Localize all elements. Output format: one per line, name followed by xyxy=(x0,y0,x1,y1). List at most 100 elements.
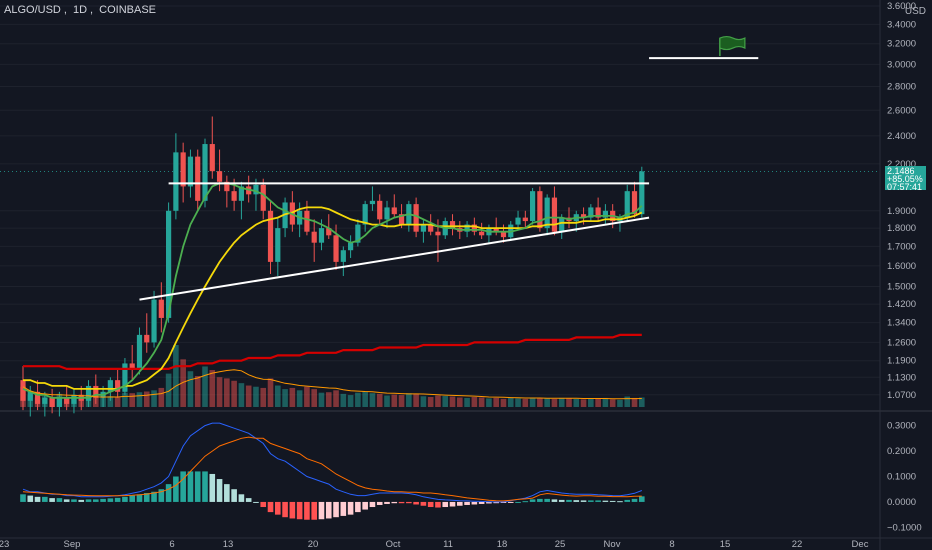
volume-bar xyxy=(151,390,157,407)
volume-bar xyxy=(173,345,179,407)
flag-icon xyxy=(719,35,746,57)
price-tick-label: 1.4200 xyxy=(887,299,916,310)
time-tick-label: 22 xyxy=(792,539,803,550)
candle-body xyxy=(115,380,121,392)
macd-tick-label: 0.3000 xyxy=(887,421,916,432)
price-tick-label: 2.4000 xyxy=(887,131,916,142)
interval: 1D xyxy=(72,4,88,16)
macd-histogram-bar xyxy=(602,500,609,502)
volume-bar xyxy=(282,389,288,407)
candle-body xyxy=(398,214,405,225)
ma-fast-line xyxy=(22,182,643,399)
macd-histogram-bar xyxy=(478,501,485,504)
macd-histogram-bar xyxy=(369,501,376,508)
volume-bar xyxy=(435,395,441,407)
macd-histogram-bar xyxy=(435,501,441,508)
volume-bar xyxy=(114,396,121,407)
macd-histogram-bar xyxy=(406,501,412,504)
macd-histogram-bar xyxy=(318,501,325,520)
macd-histogram-bar xyxy=(420,501,427,506)
price-tick-label: 1.7000 xyxy=(887,241,916,252)
candle-body xyxy=(624,191,630,218)
macd-histogram-bar xyxy=(537,498,543,502)
volume-bar xyxy=(639,397,645,407)
volume-bar xyxy=(427,396,434,407)
candle-body xyxy=(384,207,390,220)
candle-body xyxy=(311,231,317,243)
candle-body xyxy=(435,231,441,236)
price-tick-label: 3.2000 xyxy=(887,39,916,50)
candle-body xyxy=(362,204,368,225)
price-tick-label: 1.5000 xyxy=(887,282,916,293)
volume-bar xyxy=(493,397,499,407)
volume-bar xyxy=(551,398,558,407)
macd-histogram-bar xyxy=(449,501,456,507)
candle-body xyxy=(537,191,543,229)
macd-histogram-bar xyxy=(267,501,274,513)
symbol-header[interactable]: ALGO/USD, 1D, COINBASE xyxy=(4,4,159,16)
macd-histogram-bar xyxy=(631,498,638,502)
volume-bar xyxy=(406,393,412,407)
macd-histogram-bar xyxy=(333,501,339,518)
macd-histogram-bar xyxy=(311,501,317,520)
macd-histogram-bar xyxy=(136,494,143,502)
macd-histogram-bar xyxy=(27,495,34,502)
macd-histogram-bar xyxy=(143,493,150,502)
candle-body xyxy=(136,334,143,369)
macd-pane xyxy=(20,422,645,520)
triangle-lower-line xyxy=(139,216,650,301)
candle-body xyxy=(631,191,638,215)
candle-body xyxy=(238,186,244,201)
time-tick-label: 6 xyxy=(169,539,174,550)
macd-histogram-bar xyxy=(173,476,179,502)
candle-body xyxy=(253,184,259,195)
candle-body xyxy=(231,191,237,201)
time-tick-label: 25 xyxy=(555,539,566,550)
candle-body xyxy=(107,380,113,392)
volume-bar xyxy=(595,398,601,407)
time-tick-label: Dec xyxy=(852,539,869,550)
volume-bar xyxy=(260,387,267,407)
candle-body xyxy=(420,224,426,232)
volume-bar xyxy=(194,376,201,407)
macd-histogram-bar xyxy=(165,484,172,502)
last-price-value: 2.1486 xyxy=(887,166,915,176)
price-tick-label: 1.2600 xyxy=(887,337,916,348)
macd-histogram-bar xyxy=(398,501,405,504)
candle-body xyxy=(85,385,92,401)
candle-body xyxy=(340,250,346,262)
macd-histogram-bar xyxy=(238,494,245,502)
candle-body xyxy=(588,207,594,218)
volume-bar xyxy=(296,390,303,407)
macd-histogram-bar xyxy=(573,500,580,502)
macd-histogram-bar xyxy=(588,500,594,502)
volume-bar xyxy=(180,359,186,407)
last-price-change: +85.05% xyxy=(887,174,923,184)
candle-body xyxy=(413,204,419,232)
macd-histogram-bar xyxy=(107,498,114,502)
volume-bar xyxy=(500,398,507,407)
candle-body xyxy=(202,144,208,201)
candle-body xyxy=(209,144,215,172)
currency-label: USD xyxy=(904,6,926,17)
price-tick-label: 2.2000 xyxy=(887,159,916,170)
volume-bar xyxy=(486,398,492,407)
time-tick-label: Nov xyxy=(604,539,621,550)
signal-line xyxy=(22,436,642,502)
volume-bar xyxy=(362,391,368,407)
volume-bars xyxy=(20,345,645,407)
macd-histogram-bar xyxy=(471,501,478,505)
volume-bar xyxy=(609,399,616,407)
macd-tick-label: 0.2000 xyxy=(887,446,916,457)
volume-ma-line xyxy=(22,369,642,400)
moving-averages xyxy=(22,182,643,400)
volume-bar xyxy=(143,391,150,407)
macd-histogram-bar xyxy=(493,501,499,504)
last-price-badge: 2.1486 +85.05% 07:57:41 xyxy=(885,166,926,192)
volume-bar xyxy=(588,398,594,407)
bar-countdown: 07:57:41 xyxy=(887,182,923,192)
macd-histogram-bar xyxy=(158,489,165,502)
time-tick-label: 20 xyxy=(308,539,319,550)
trendline-drawings[interactable] xyxy=(139,57,759,301)
